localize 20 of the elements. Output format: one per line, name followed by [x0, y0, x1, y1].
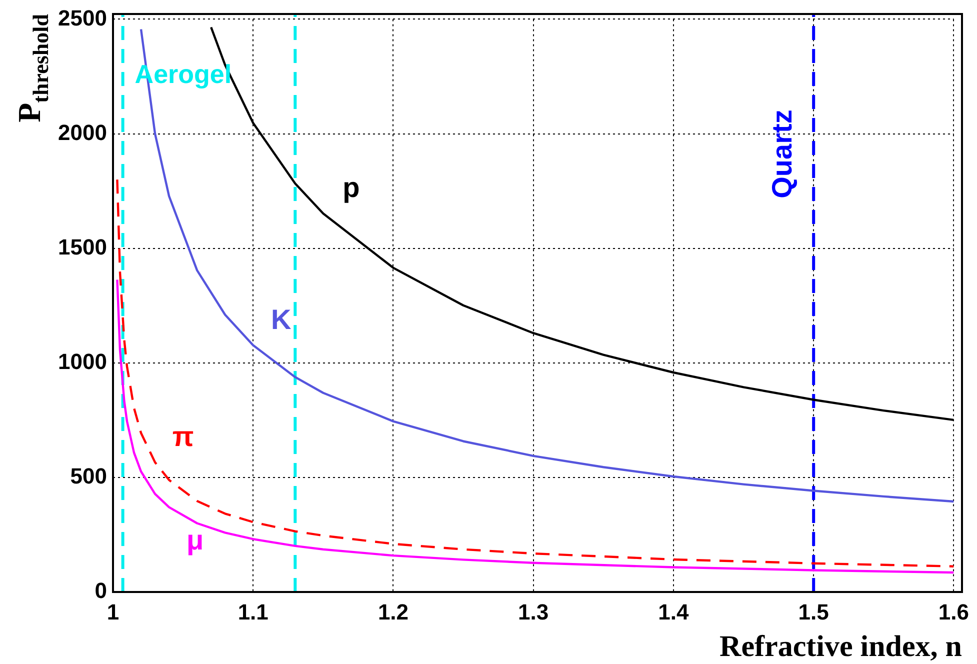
- x-tick-label: 1.5: [798, 599, 829, 624]
- series-label: p: [342, 172, 360, 204]
- y-tick-label: 1500: [58, 234, 107, 260]
- x-tick-label: 1.1: [238, 599, 268, 624]
- y-tick-label: 1000: [58, 348, 107, 374]
- y-tick-label: 500: [70, 464, 107, 489]
- x-tick-label: 1.2: [378, 599, 409, 624]
- series-label: π: [172, 421, 194, 452]
- y-tick-label: 0: [94, 578, 107, 604]
- x-tick-label: 1: [106, 599, 120, 624]
- x-tick-label: 1.4: [658, 599, 690, 624]
- series-label: μ: [186, 524, 204, 556]
- x-tick-label: 1.6: [938, 599, 970, 624]
- x-axis-title: Refractive index, n: [720, 630, 962, 663]
- series-label: K: [271, 304, 292, 335]
- y-tick-label: 2000: [58, 120, 107, 145]
- y-tick-label: 2500: [58, 5, 107, 30]
- y-axis-title: Pthreshold: [11, 14, 53, 122]
- ref-line-label: Quartz: [766, 110, 798, 198]
- x-tick-label: 1.3: [518, 599, 549, 624]
